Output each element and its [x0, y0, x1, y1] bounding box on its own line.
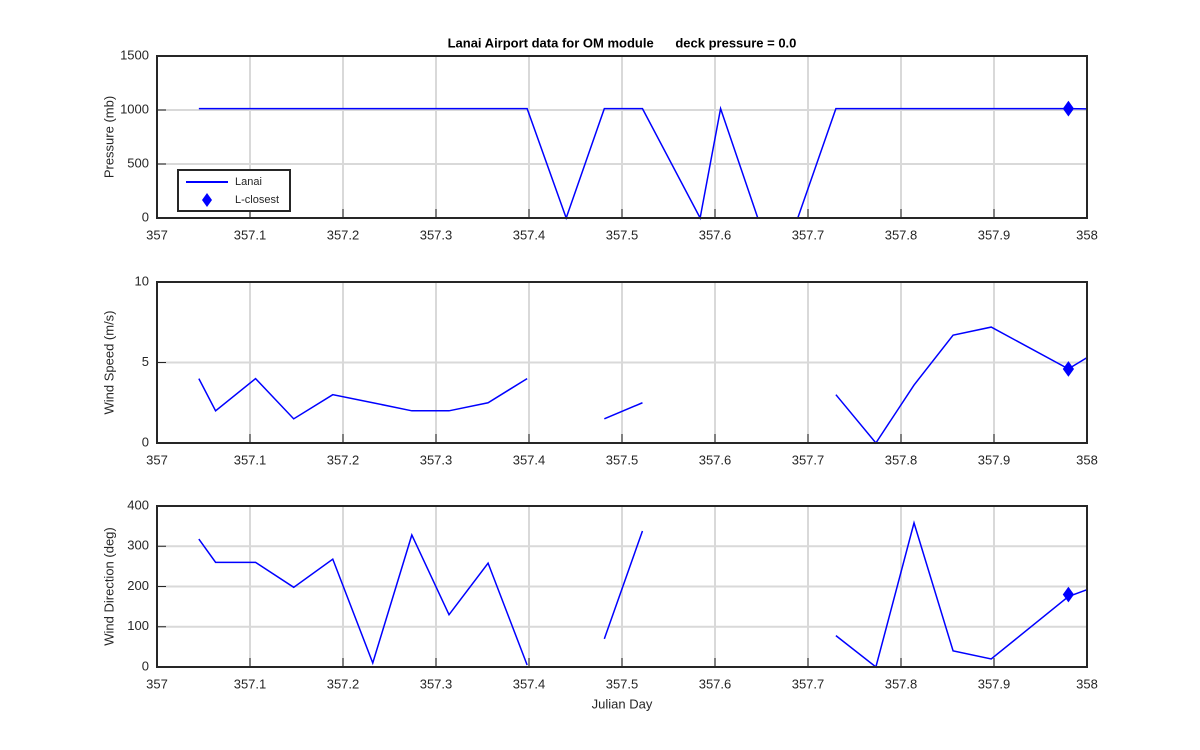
data-line — [198, 105, 1088, 221]
legend-label: Lanai — [235, 176, 262, 188]
y-tick-label: 5 — [142, 354, 149, 369]
x-tick-label: 357.5 — [606, 452, 639, 467]
y-tick-label: 100 — [127, 618, 149, 633]
y-tick-label: 500 — [127, 155, 149, 170]
y-axis-label: Pressure (mb) — [101, 96, 116, 178]
marker — [1062, 586, 1075, 603]
x-tick-label: 357.5 — [606, 227, 639, 242]
x-tick-label: 357.4 — [513, 452, 546, 467]
y-tick-label: 300 — [127, 538, 149, 553]
x-tick-label: 357.7 — [792, 676, 825, 691]
x-tick-label: 357.2 — [327, 676, 360, 691]
x-tick-label: 357.1 — [234, 227, 267, 242]
y-axis-label: Wind Speed (m/s) — [101, 310, 116, 414]
axes-box — [156, 505, 1088, 668]
x-axis-label: Julian Day — [592, 696, 653, 711]
x-tick-label: 357.4 — [513, 227, 546, 242]
x-tick-label: 357.9 — [978, 227, 1011, 242]
x-tick-label: 357.6 — [699, 227, 732, 242]
x-tick-label: 357.7 — [792, 452, 825, 467]
x-tick-label: 357.3 — [420, 452, 453, 467]
x-tick-label: 357.6 — [699, 676, 732, 691]
x-tick-label: 357.3 — [420, 676, 453, 691]
legend-label: L-closest — [235, 194, 279, 206]
x-tick-label: 357.3 — [420, 227, 453, 242]
y-tick-label: 1500 — [120, 47, 149, 62]
x-tick-label: 357.1 — [234, 452, 267, 467]
legend-swatch — [202, 193, 212, 207]
x-tick-label: 358 — [1076, 452, 1098, 467]
x-tick-label: 357.9 — [978, 452, 1011, 467]
y-tick-label: 0 — [142, 434, 149, 449]
x-tick-label: 357.8 — [885, 676, 918, 691]
x-tick-label: 358 — [1076, 676, 1098, 691]
x-tick-label: 357.7 — [792, 227, 825, 242]
marker — [1062, 100, 1075, 117]
y-tick-label: 0 — [142, 658, 149, 673]
x-tick-label: 357.5 — [606, 676, 639, 691]
y-tick-label: 0 — [142, 209, 149, 224]
legend-box — [177, 169, 291, 212]
marker — [1062, 361, 1075, 377]
y-tick-label: 200 — [127, 578, 149, 593]
x-tick-label: 357.2 — [327, 452, 360, 467]
axes-box — [156, 55, 1088, 219]
x-tick-label: 357.6 — [699, 452, 732, 467]
x-tick-label: 357 — [146, 452, 168, 467]
axes-box — [156, 281, 1088, 444]
y-axis-label: Wind Direction (deg) — [101, 527, 116, 646]
x-tick-label: 357 — [146, 227, 168, 242]
x-tick-label: 358 — [1076, 227, 1098, 242]
y-tick-label: 10 — [135, 273, 149, 288]
x-tick-label: 357.8 — [885, 452, 918, 467]
x-tick-label: 357.2 — [327, 227, 360, 242]
x-tick-label: 357.1 — [234, 676, 267, 691]
y-tick-label: 400 — [127, 497, 149, 512]
x-tick-label: 357.9 — [978, 676, 1011, 691]
chart-title: Lanai Airport data for OM module deck pr… — [448, 35, 797, 50]
x-tick-label: 357 — [146, 676, 168, 691]
y-tick-label: 1000 — [120, 101, 149, 116]
x-tick-label: 357.4 — [513, 676, 546, 691]
x-tick-label: 357.8 — [885, 227, 918, 242]
